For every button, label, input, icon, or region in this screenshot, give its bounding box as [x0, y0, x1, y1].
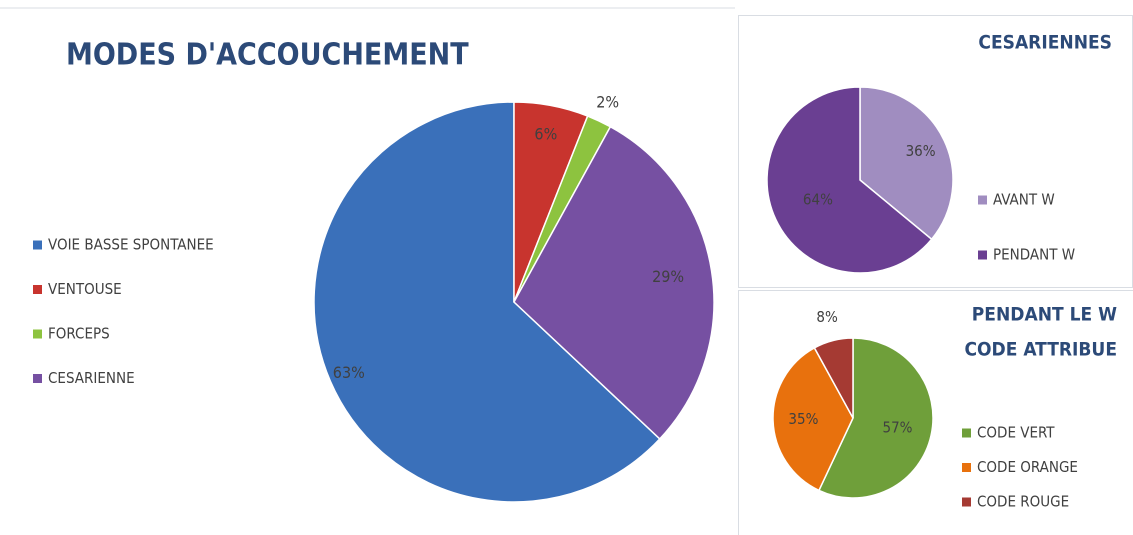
- legend-label: CODE ROUGE: [977, 493, 1069, 511]
- data-label: 63%: [333, 363, 365, 382]
- data-label: 6%: [534, 125, 557, 144]
- chart-title: PENDANT LE W: [972, 304, 1117, 326]
- data-label: 35%: [788, 410, 818, 428]
- legend-label: PENDANT W: [993, 246, 1075, 264]
- data-label: 64%: [803, 190, 833, 208]
- legend-label: CODE ORANGE: [977, 458, 1078, 476]
- legend-swatch: [33, 329, 42, 339]
- data-label: 8%: [816, 308, 838, 326]
- pie-slice: [766, 86, 933, 274]
- pie-slice: [817, 337, 934, 499]
- legend-label: AVANT W: [993, 191, 1055, 209]
- legend-swatch: [962, 428, 971, 438]
- legend-label: CODE VERT: [977, 424, 1055, 442]
- legend-swatch: [962, 463, 971, 472]
- chart-title: CODE ATTRIBUE: [964, 339, 1117, 361]
- data-label: 36%: [906, 142, 936, 160]
- data-label: 2%: [596, 92, 619, 111]
- legend-swatch: [962, 497, 971, 507]
- legend-label: CESARIENNE: [48, 369, 135, 387]
- data-label: 57%: [883, 418, 913, 436]
- chart-title: CESARIENNES: [978, 32, 1112, 54]
- pie-slice: [513, 125, 715, 440]
- legend-swatch: [978, 195, 987, 205]
- pie-slice: [813, 337, 854, 419]
- legend-label: VENTOUSE: [48, 280, 122, 298]
- chart-title: MODES D'ACCOUCHEMENT: [66, 38, 469, 73]
- legend-swatch: [978, 250, 987, 260]
- legend-swatch: [33, 285, 42, 294]
- data-label: 29%: [652, 267, 684, 286]
- legend-swatch: [33, 374, 42, 383]
- pie-slice: [772, 346, 854, 492]
- legend-swatch: [33, 240, 42, 250]
- pie-slice: [859, 86, 954, 241]
- pie-slice: [313, 101, 661, 503]
- legend-label: VOIE BASSE SPONTANEE: [48, 236, 214, 254]
- frame-box: [738, 290, 1133, 535]
- legend-label: FORCEPS: [48, 325, 110, 343]
